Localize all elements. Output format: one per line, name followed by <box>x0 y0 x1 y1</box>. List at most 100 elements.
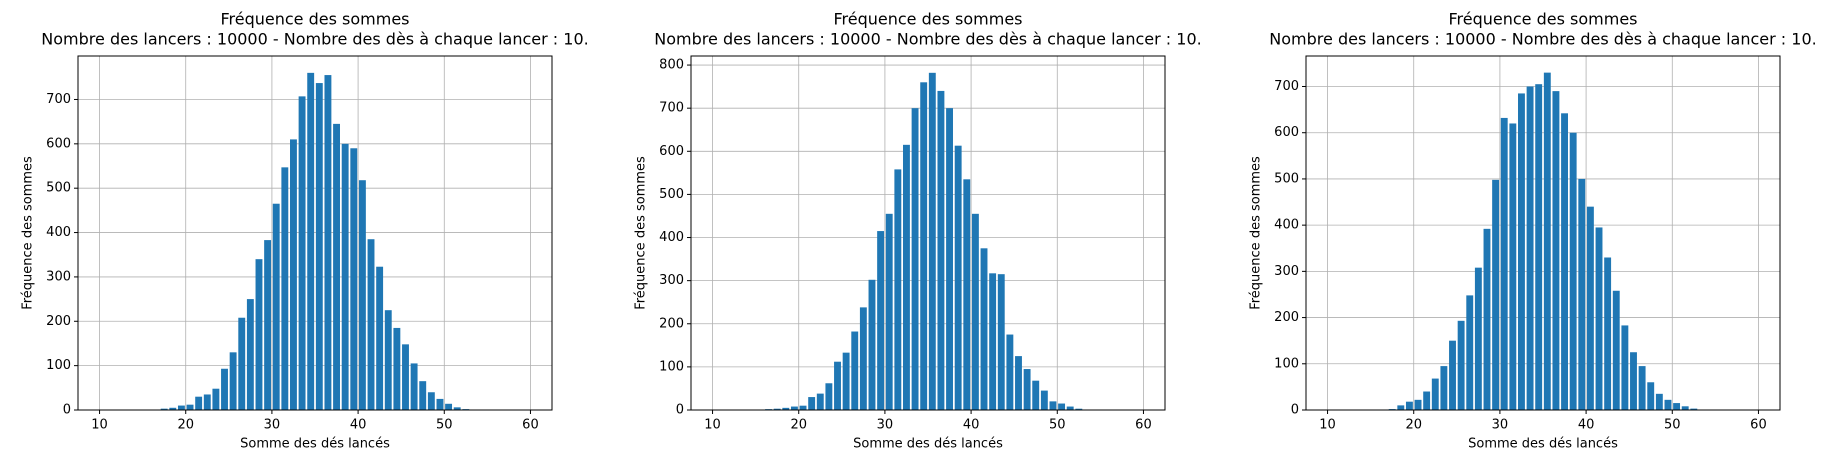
chart-subtitle: Nombre des lancers : 10000 - Nombre des … <box>1269 30 1816 49</box>
y-tick-label: 600 <box>659 144 684 159</box>
bar <box>1440 366 1448 410</box>
x-axis-label: Somme des dés lancés <box>240 437 390 452</box>
bar <box>1526 86 1534 410</box>
bar <box>350 148 358 410</box>
x-tick-label: 40 <box>963 418 980 433</box>
bar <box>1040 390 1048 410</box>
y-tick-label: 600 <box>1274 125 1299 140</box>
y-axis-label: Fréquence des sommes <box>1249 156 1264 310</box>
bar <box>1015 356 1022 410</box>
bar <box>1561 113 1568 410</box>
bar <box>358 180 366 410</box>
y-tick-label: 0 <box>1291 403 1299 418</box>
bar <box>229 352 237 410</box>
bar <box>177 405 185 410</box>
bar <box>410 363 418 410</box>
bar <box>1543 72 1551 410</box>
x-tick-label: 60 <box>1750 418 1767 433</box>
bar <box>203 394 211 410</box>
bar <box>238 317 246 410</box>
chart-subtitle: Nombre des lancers : 10000 - Nombre des … <box>41 30 588 49</box>
bar <box>272 203 280 410</box>
bar <box>1681 406 1689 410</box>
bar <box>445 403 453 410</box>
bar <box>393 327 401 410</box>
bar <box>859 307 867 410</box>
bar <box>1578 178 1586 410</box>
y-tick-label: 200 <box>1274 310 1299 325</box>
y-tick-label: 200 <box>659 316 684 331</box>
bar <box>1006 334 1014 410</box>
bar <box>333 123 340 410</box>
y-tick-label: 300 <box>46 269 71 284</box>
bar <box>307 72 315 410</box>
x-tick-label: 60 <box>1135 418 1152 433</box>
y-tick-label: 0 <box>63 403 71 418</box>
bar <box>997 274 1005 410</box>
chart-title: Fréquence des sommes <box>1448 10 1637 29</box>
bar <box>980 248 988 410</box>
chart-title: Fréquence des sommes <box>833 10 1022 29</box>
x-tick-label: 20 <box>1405 418 1422 433</box>
bar <box>1569 132 1577 411</box>
bar <box>782 407 790 410</box>
bar <box>903 144 910 411</box>
x-tick-label: 10 <box>91 418 108 433</box>
bar <box>1397 405 1405 410</box>
y-tick-label: 400 <box>1274 218 1299 233</box>
bar <box>376 266 384 410</box>
bar <box>1492 179 1500 410</box>
bar <box>290 139 297 410</box>
bar <box>1647 382 1655 410</box>
bar <box>264 240 272 410</box>
y-tick-label: 400 <box>46 225 71 240</box>
y-tick-label: 700 <box>659 101 684 116</box>
bar <box>281 167 289 410</box>
y-tick-label: 100 <box>46 358 71 373</box>
bar <box>427 392 435 410</box>
bar <box>971 213 979 410</box>
bar <box>799 405 807 410</box>
x-tick-label: 20 <box>177 418 194 433</box>
plot-frame <box>77 55 553 411</box>
bar <box>1621 325 1629 410</box>
y-axis-label: Fréquence des sommes <box>634 156 649 310</box>
bar <box>402 344 409 410</box>
bar <box>419 381 427 410</box>
bar <box>1075 408 1083 410</box>
y-tick-label: 600 <box>46 136 71 151</box>
bar <box>1483 228 1491 410</box>
bar <box>773 408 781 410</box>
bar <box>1690 408 1698 410</box>
bar <box>894 169 902 410</box>
bar <box>1518 93 1525 411</box>
bar <box>790 406 798 410</box>
y-tick-label: 500 <box>659 187 684 202</box>
bar <box>842 352 850 410</box>
bar <box>808 397 816 410</box>
y-tick-label: 300 <box>1274 264 1299 279</box>
bar <box>1474 267 1482 410</box>
y-tick-label: 700 <box>1274 79 1299 94</box>
bar <box>1500 117 1508 411</box>
y-tick-label: 500 <box>1274 171 1299 186</box>
bar <box>367 239 375 410</box>
x-tick-label: 60 <box>522 418 539 433</box>
bar <box>1552 91 1560 411</box>
x-tick-label: 30 <box>1492 418 1509 433</box>
bar <box>246 299 254 410</box>
y-tick-label: 0 <box>676 403 684 418</box>
bar <box>221 368 228 410</box>
bar <box>1423 391 1431 410</box>
bar <box>825 383 833 410</box>
x-tick-label: 30 <box>877 418 894 433</box>
chart-subtitle: Nombre des lancers : 10000 - Nombre des … <box>654 30 1201 49</box>
y-tick-label: 200 <box>46 314 71 329</box>
bar <box>1586 206 1594 410</box>
bar <box>1414 399 1422 410</box>
bar <box>1673 403 1681 410</box>
y-tick-label: 700 <box>46 92 71 107</box>
bar <box>1655 393 1663 410</box>
